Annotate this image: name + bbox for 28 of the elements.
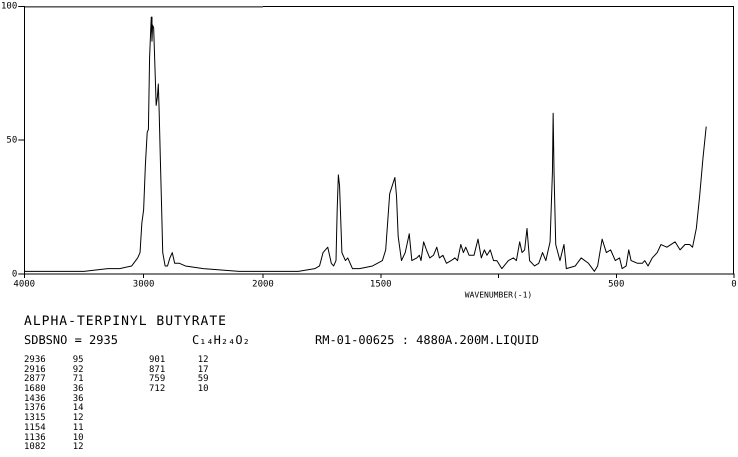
text: 712 10: [149, 384, 210, 395]
text: 871 17: [149, 364, 210, 375]
text: 1376 14: [24, 403, 85, 414]
text: 1680 36: [24, 384, 85, 394]
y-tick-label: 50: [6, 136, 18, 146]
text: 1436 36: [24, 394, 85, 404]
y-tick-label: 0: [12, 269, 18, 280]
text: C₁₄H₂₄O₂: [192, 333, 250, 347]
x-tick-label: 1500: [370, 280, 392, 290]
x-tick-label: 3000: [132, 280, 154, 290]
text: 2877 71: [24, 374, 85, 384]
text: 901 12: [149, 355, 210, 365]
text: RM-01-00625 : 4880A.200M.LIQUID: [315, 333, 539, 347]
x-tick-label: 0: [731, 280, 737, 290]
text: 1315 12: [24, 413, 85, 424]
text: 1082 12: [24, 442, 85, 453]
text: 2936 95: [24, 355, 85, 365]
x-tick-label: 4000: [13, 280, 36, 290]
x-tick-label: 500: [608, 280, 624, 290]
text: 2916 92: [24, 364, 85, 375]
text: 1154 11: [24, 422, 85, 433]
text: ALPHA-TERPINYL BUTYRATE: [24, 314, 228, 329]
x-axis-title: WAVENUMBER(-1): [464, 290, 532, 300]
y-tick-label: 100: [0, 2, 18, 12]
text: SDBSNO = 2935: [24, 333, 118, 347]
text: 759 59: [149, 374, 210, 384]
x-tick-label: 2000: [252, 280, 274, 290]
text: 1136 10: [24, 432, 85, 442]
